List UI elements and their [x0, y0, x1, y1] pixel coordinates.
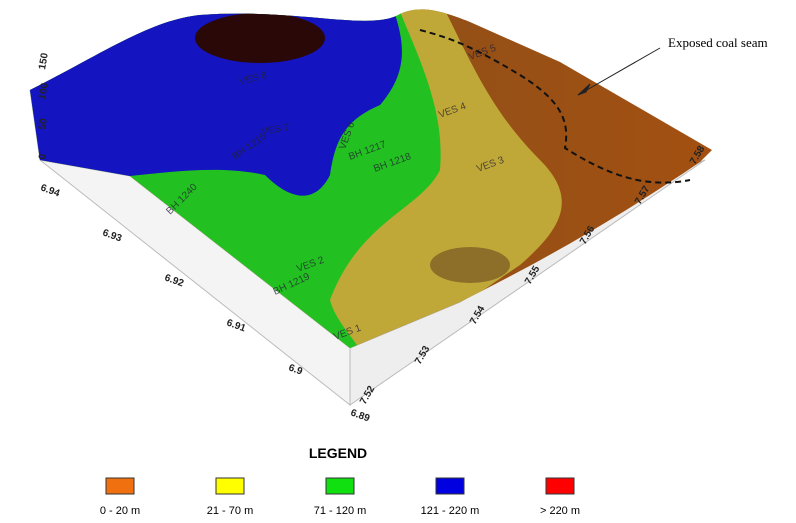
- legend-label: 121 - 220 m: [421, 505, 480, 517]
- axis-label: 6.89: [349, 407, 371, 424]
- legend-label: 71 - 120 m: [314, 505, 367, 517]
- crater: [195, 13, 325, 63]
- arrow-head: [577, 83, 591, 96]
- axis-label: 0: [37, 153, 49, 161]
- legend-swatch: [105, 477, 135, 495]
- shade: [430, 247, 510, 283]
- arrow: [577, 47, 661, 96]
- site-label: VES 7: [261, 122, 291, 138]
- legend-label: 0 - 20 m: [100, 505, 140, 517]
- legend-title: LEGEND: [309, 445, 367, 461]
- axis-label: 6.94: [39, 182, 61, 199]
- legend-swatch: [435, 477, 465, 495]
- axis-label: 6.92: [163, 272, 185, 289]
- legend-label: 21 - 70 m: [207, 505, 253, 517]
- axis-label: 50: [37, 117, 50, 130]
- axis-label: 6.93: [101, 227, 123, 244]
- legend-swatch: [215, 477, 245, 495]
- coal-seam-line: [419, 29, 691, 184]
- legend-swatch: [325, 477, 355, 495]
- axis-label: 6.9: [287, 362, 304, 377]
- axis-label: 150: [37, 52, 51, 71]
- axis-label: 100: [37, 82, 51, 101]
- legend-label: > 220 m: [540, 505, 580, 517]
- legend-swatch: [545, 477, 575, 495]
- annotation: Exposed coal seam: [668, 35, 768, 50]
